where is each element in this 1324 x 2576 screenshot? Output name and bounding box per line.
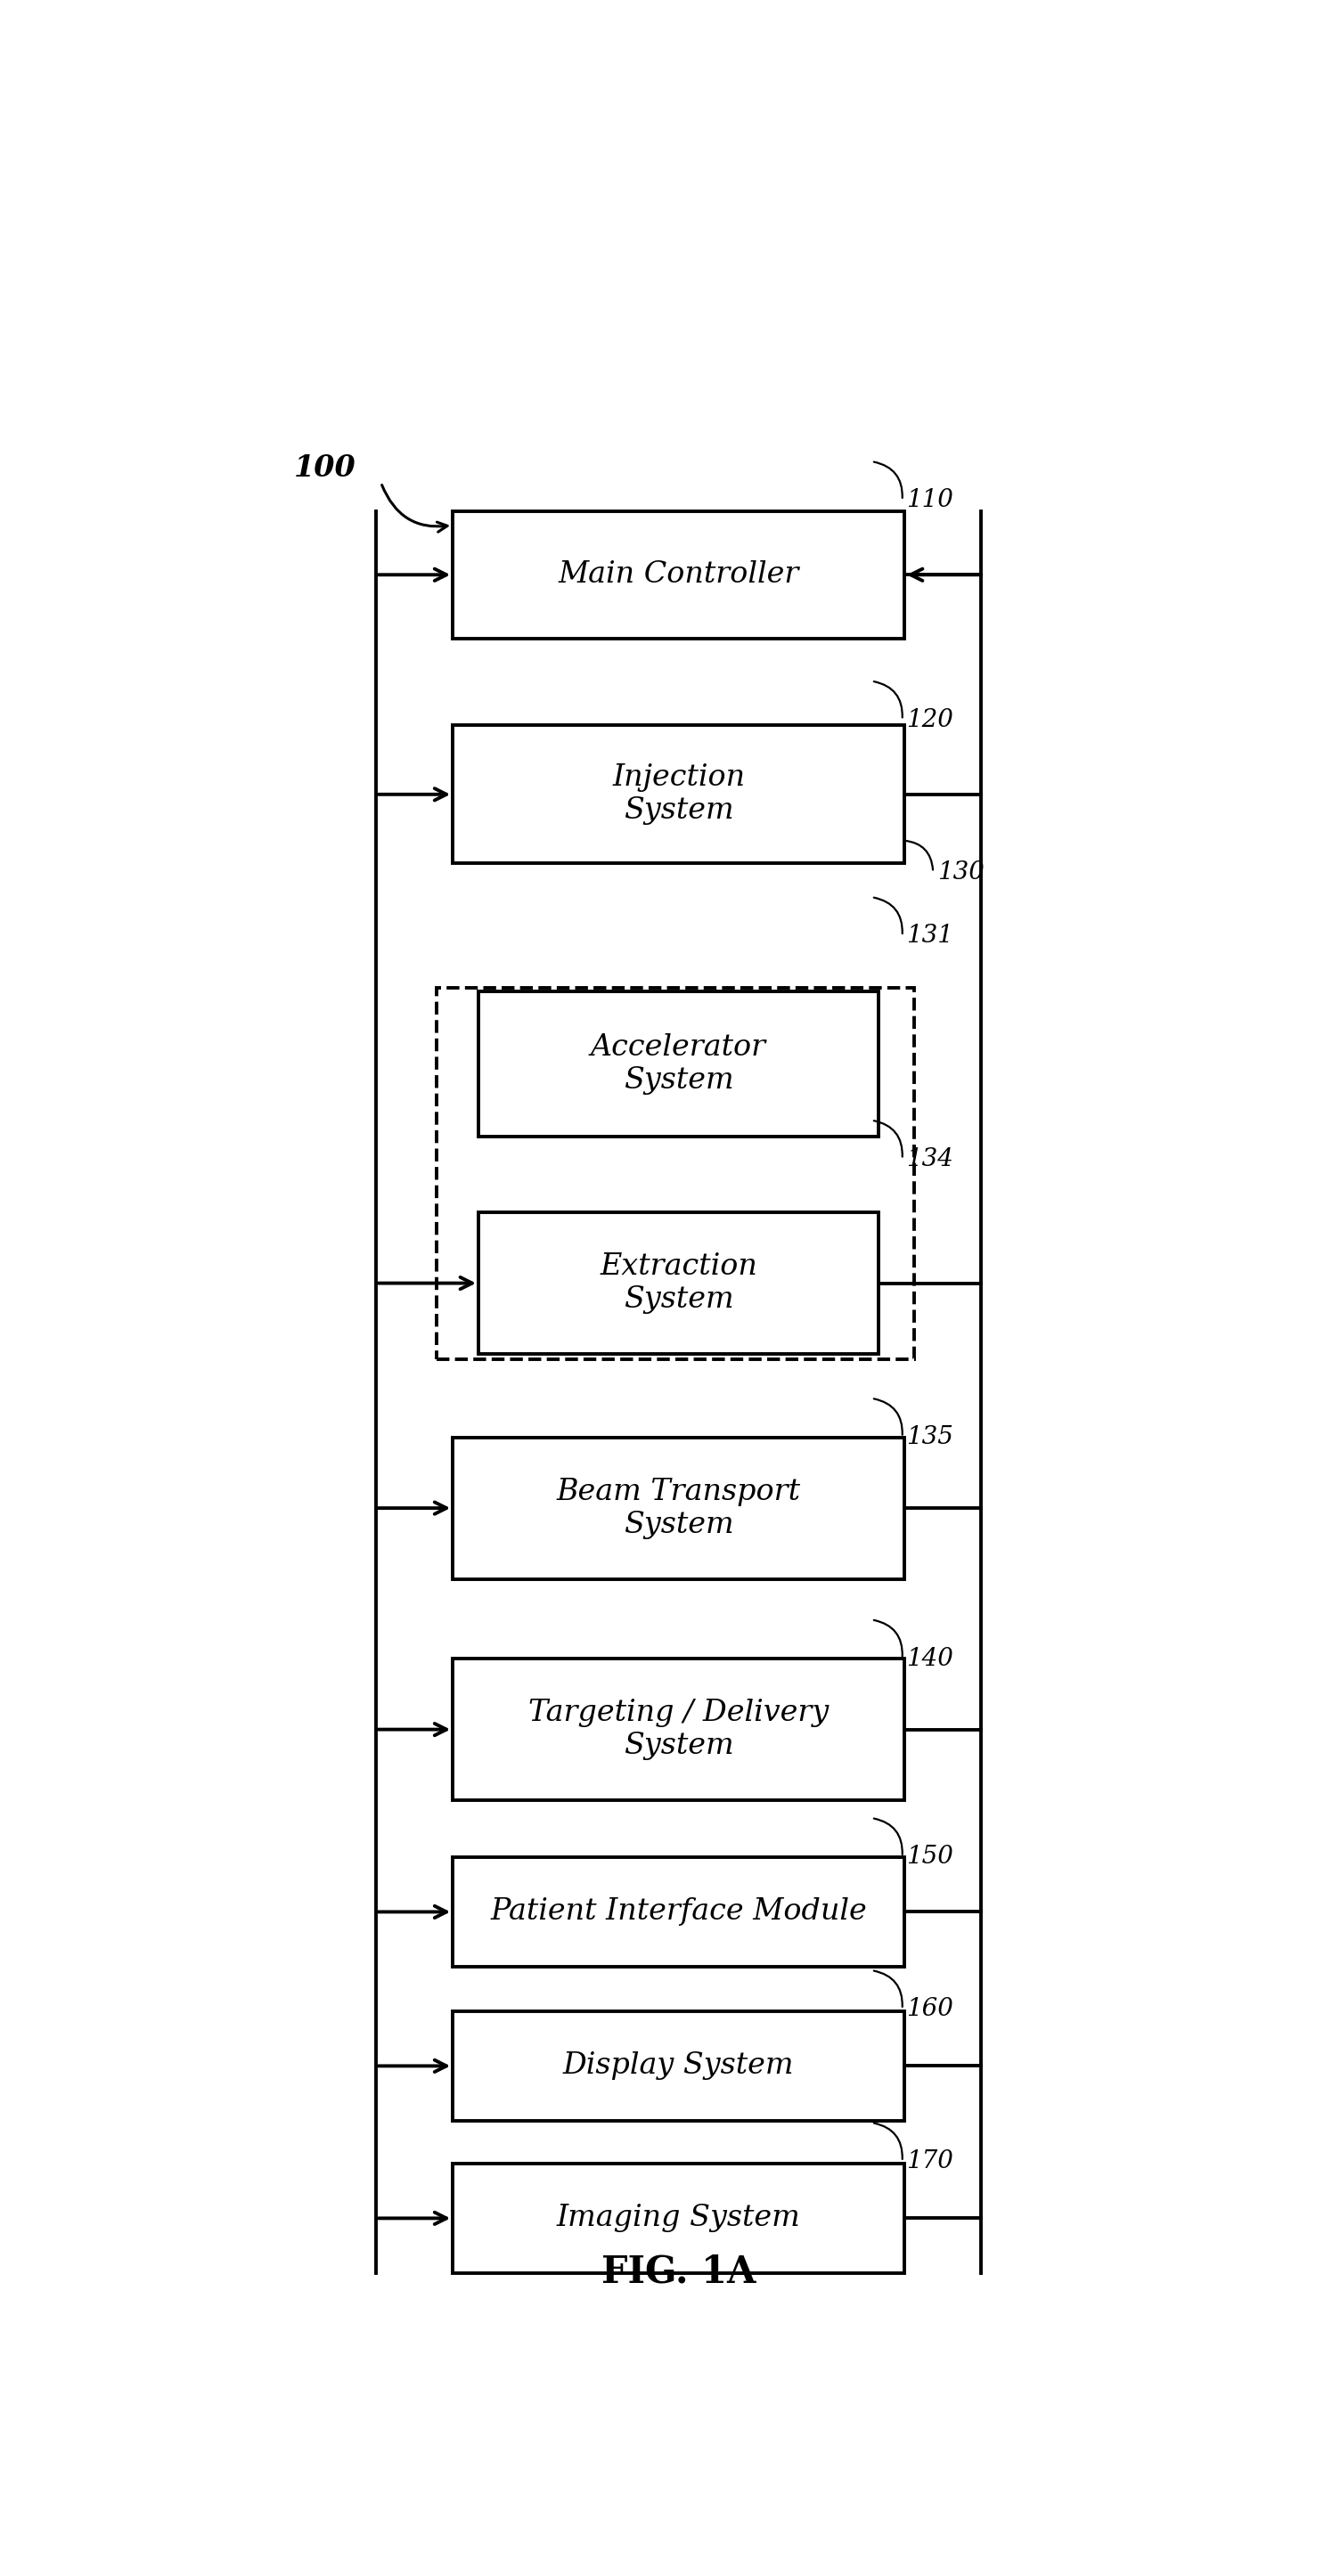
FancyBboxPatch shape	[453, 510, 904, 639]
FancyBboxPatch shape	[453, 2012, 904, 2120]
FancyBboxPatch shape	[453, 1437, 904, 1579]
Text: FIG. 1A: FIG. 1A	[601, 2251, 756, 2290]
Text: 110: 110	[907, 489, 953, 513]
Text: 135: 135	[907, 1425, 953, 1450]
Text: Main Controller: Main Controller	[559, 562, 798, 590]
Text: 130: 130	[937, 860, 984, 884]
FancyBboxPatch shape	[453, 726, 904, 863]
FancyBboxPatch shape	[478, 1213, 879, 1355]
Text: Imaging System: Imaging System	[556, 2205, 801, 2233]
Text: 134: 134	[907, 1146, 953, 1172]
Text: Display System: Display System	[563, 2050, 794, 2081]
Text: Accelerator
System: Accelerator System	[591, 1033, 767, 1095]
Text: 160: 160	[907, 1996, 953, 2022]
Text: 120: 120	[907, 708, 953, 732]
Text: 150: 150	[907, 1844, 953, 1870]
Text: Injection
System: Injection System	[612, 762, 745, 824]
Text: 100: 100	[294, 453, 356, 484]
Text: 140: 140	[907, 1646, 953, 1672]
FancyBboxPatch shape	[453, 1857, 904, 1968]
Text: Targeting / Delivery
System: Targeting / Delivery System	[528, 1698, 829, 1759]
FancyBboxPatch shape	[453, 2164, 904, 2272]
Text: Extraction
System: Extraction System	[600, 1252, 757, 1314]
Text: 131: 131	[907, 925, 953, 948]
FancyBboxPatch shape	[453, 1659, 904, 1801]
Text: Beam Transport
System: Beam Transport System	[556, 1479, 801, 1538]
Text: 170: 170	[907, 2148, 953, 2174]
Text: Patient Interface Module: Patient Interface Module	[490, 1899, 867, 1927]
FancyBboxPatch shape	[478, 992, 879, 1136]
